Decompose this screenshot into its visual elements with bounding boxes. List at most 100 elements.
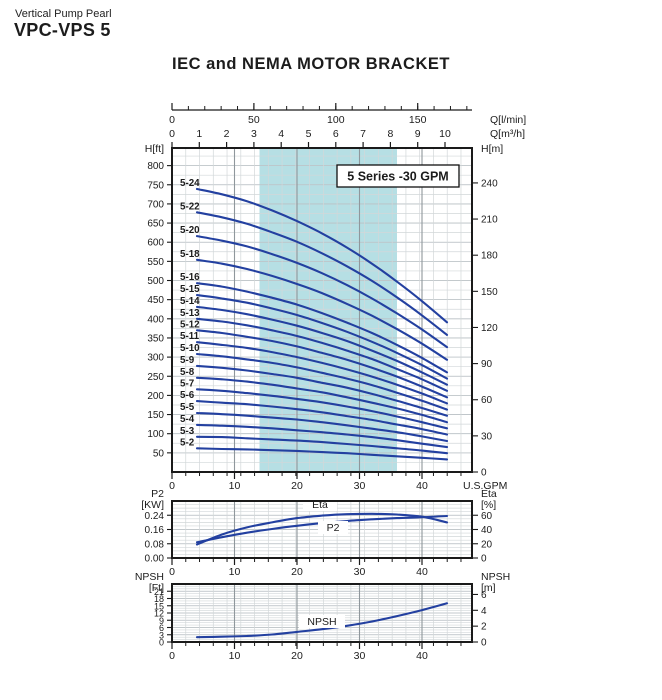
svg-text:0: 0 bbox=[159, 638, 164, 648]
page-title: IEC and NEMA MOTOR BRACKET bbox=[172, 55, 450, 73]
p2_eta-label-Eta: Eta bbox=[303, 498, 337, 511]
svg-text:5-7: 5-7 bbox=[180, 378, 195, 389]
svg-text:5-12: 5-12 bbox=[180, 319, 200, 330]
svg-text:750: 750 bbox=[147, 180, 164, 191]
head-series-5-24 bbox=[195, 187, 449, 324]
svg-text:20: 20 bbox=[481, 539, 493, 550]
svg-text:5-10: 5-10 bbox=[180, 343, 200, 354]
head-series-5-6 bbox=[195, 400, 449, 436]
svg-text:0: 0 bbox=[481, 554, 487, 565]
svg-text:Eta: Eta bbox=[481, 488, 497, 500]
svg-text:100: 100 bbox=[147, 429, 164, 440]
p2_eta-chart: Eta P20.000.080.160.240204060P2[KW]Eta[%]… bbox=[141, 488, 497, 578]
head-series-5-22 bbox=[195, 211, 449, 336]
svg-text:0: 0 bbox=[169, 566, 175, 578]
head-series-5-13 bbox=[195, 317, 449, 392]
svg-text:500: 500 bbox=[147, 276, 164, 287]
svg-text:5-20: 5-20 bbox=[180, 225, 200, 236]
head-series-5-7 bbox=[195, 388, 449, 430]
svg-text:40: 40 bbox=[416, 566, 428, 578]
head-series-5-2 bbox=[195, 447, 449, 461]
brand-line: Vertical Pump Pearl bbox=[15, 8, 112, 20]
svg-text:7: 7 bbox=[360, 128, 366, 140]
svg-text:NPSH: NPSH bbox=[481, 571, 510, 583]
head-series-5-16 bbox=[195, 282, 449, 374]
svg-text:NPSH: NPSH bbox=[307, 616, 336, 628]
head-series-5-12 bbox=[195, 329, 449, 399]
svg-text:30: 30 bbox=[354, 480, 366, 492]
svg-text:450: 450 bbox=[147, 295, 164, 306]
svg-text:4: 4 bbox=[481, 606, 487, 617]
head-series-labels: 5-24 5-22 5-20 5-18 5-165-155-145-135-125-11… bbox=[180, 178, 200, 448]
svg-text:4: 4 bbox=[278, 128, 284, 140]
svg-text:5-18: 5-18 bbox=[180, 249, 200, 260]
svg-text:5-11: 5-11 bbox=[180, 331, 200, 342]
svg-text:0: 0 bbox=[169, 128, 175, 140]
svg-text:1: 1 bbox=[196, 128, 202, 140]
svg-text:21: 21 bbox=[154, 587, 164, 597]
svg-text:15: 15 bbox=[154, 601, 164, 611]
svg-text:H[ft]: H[ft] bbox=[145, 143, 164, 155]
head-series-range-box: 5 Series -30 GPM bbox=[336, 164, 460, 188]
p2_eta-label-P2: P2 bbox=[318, 521, 348, 534]
svg-text:20: 20 bbox=[291, 650, 303, 662]
svg-text:550: 550 bbox=[147, 257, 164, 268]
head-chart: 5-245-225-205-185-165-155-145-135-125-11… bbox=[145, 103, 526, 492]
svg-text:800: 800 bbox=[147, 161, 164, 172]
head-series-5-4 bbox=[195, 423, 449, 449]
svg-text:60: 60 bbox=[481, 395, 493, 406]
svg-text:5: 5 bbox=[306, 128, 312, 140]
svg-text:6: 6 bbox=[481, 590, 487, 601]
svg-text:20: 20 bbox=[291, 480, 303, 492]
svg-text:9: 9 bbox=[415, 128, 421, 140]
head-plot-border bbox=[171, 147, 473, 473]
npsh-plot-border bbox=[171, 583, 473, 643]
svg-text:5 Series -30 GPM: 5 Series -30 GPM bbox=[347, 170, 448, 184]
svg-text:400: 400 bbox=[147, 314, 164, 325]
svg-text:5-8: 5-8 bbox=[180, 367, 195, 378]
head-series-5-18 bbox=[195, 258, 449, 361]
svg-text:60: 60 bbox=[481, 511, 493, 522]
svg-text:5-15: 5-15 bbox=[180, 284, 200, 295]
svg-text:[m]: [m] bbox=[481, 582, 496, 594]
svg-text:650: 650 bbox=[147, 219, 164, 230]
svg-text:0: 0 bbox=[481, 468, 487, 479]
svg-text:Q[l/min]: Q[l/min] bbox=[490, 114, 526, 126]
p2_eta-plot-border bbox=[171, 500, 473, 559]
svg-text:6: 6 bbox=[333, 128, 339, 140]
svg-text:40: 40 bbox=[481, 525, 493, 536]
svg-text:50: 50 bbox=[153, 448, 165, 459]
svg-text:210: 210 bbox=[481, 215, 498, 226]
svg-text:10: 10 bbox=[229, 650, 241, 662]
p2_eta-series-Eta bbox=[195, 512, 449, 546]
svg-text:180: 180 bbox=[481, 251, 498, 262]
svg-text:0.08: 0.08 bbox=[145, 539, 165, 550]
svg-text:3: 3 bbox=[159, 630, 164, 640]
svg-text:150: 150 bbox=[147, 410, 164, 421]
svg-text:300: 300 bbox=[147, 353, 164, 364]
svg-text:U.S.GPM: U.S.GPM bbox=[463, 480, 507, 492]
svg-text:40: 40 bbox=[416, 650, 428, 662]
svg-text:5-5: 5-5 bbox=[180, 402, 195, 413]
svg-text:2: 2 bbox=[481, 622, 487, 633]
svg-text:Q[m³/h]: Q[m³/h] bbox=[490, 128, 525, 140]
model-title: VPC-VPS 5 bbox=[14, 20, 111, 40]
svg-text:700: 700 bbox=[147, 199, 164, 210]
svg-text:3: 3 bbox=[251, 128, 257, 140]
npsh-label-NPSH: NPSH bbox=[299, 615, 345, 628]
svg-text:90: 90 bbox=[481, 359, 493, 370]
svg-text:9: 9 bbox=[159, 616, 164, 626]
svg-text:10: 10 bbox=[229, 480, 241, 492]
npsh-grid bbox=[172, 584, 472, 642]
svg-text:5-16: 5-16 bbox=[180, 272, 200, 283]
head-axis-labels: 5010015020025030035040045050055060065070… bbox=[145, 143, 508, 492]
svg-text:10: 10 bbox=[439, 128, 451, 140]
svg-text:18: 18 bbox=[154, 594, 164, 604]
svg-text:6: 6 bbox=[159, 623, 164, 633]
head-series-5-15 bbox=[195, 294, 449, 380]
head-series-5-20 bbox=[195, 235, 449, 349]
svg-text:0: 0 bbox=[169, 114, 175, 126]
